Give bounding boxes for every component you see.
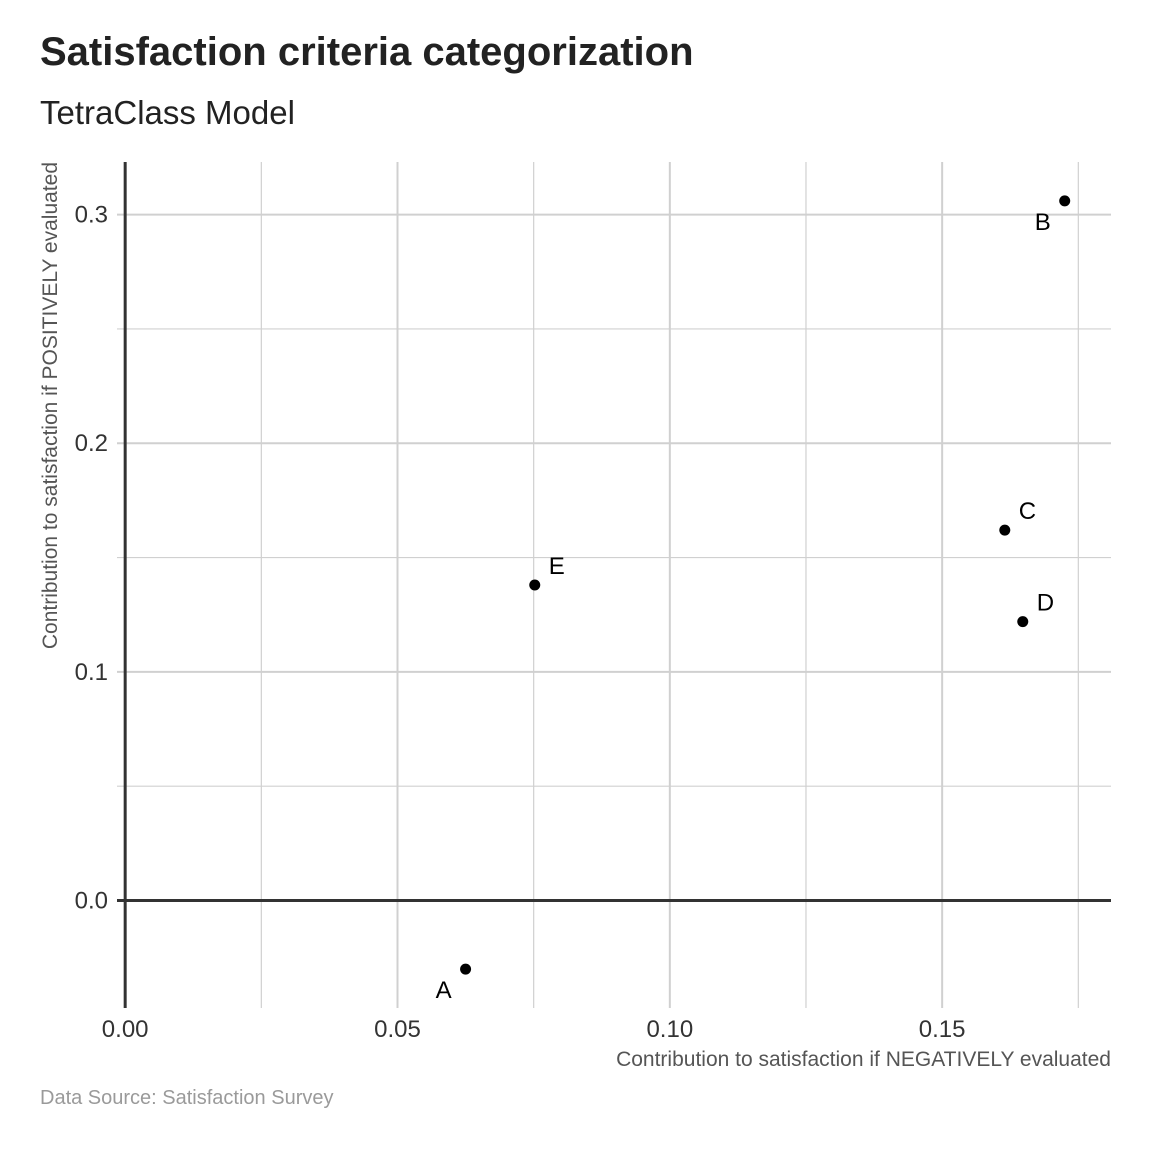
point-b xyxy=(1059,195,1071,207)
y-tick-label-3: 0.3 xyxy=(75,202,108,229)
x-tick-label-3: 0.15 xyxy=(919,1016,966,1043)
x-axis-tick-labels: 0.00 0.05 0.10 0.15 xyxy=(102,1016,966,1043)
point-label-d: D xyxy=(1037,590,1054,617)
point-d xyxy=(1017,616,1029,628)
point-c xyxy=(999,524,1011,536)
reference-lines xyxy=(117,162,1111,1008)
data-points: A B C D E xyxy=(436,195,1071,1004)
major-gridlines xyxy=(117,162,1111,1008)
point-e xyxy=(529,579,541,591)
x-tick-label-2: 0.10 xyxy=(646,1016,693,1043)
y-axis-title: Contribution to satisfaction if POSITIVE… xyxy=(39,162,62,649)
point-a xyxy=(460,963,472,975)
point-label-b: B xyxy=(1035,209,1051,236)
y-axis-tick-labels: 0.0 0.1 0.2 0.3 xyxy=(75,202,108,915)
minor-gridlines xyxy=(117,162,1111,1008)
y-tick-label-2: 0.2 xyxy=(75,430,108,457)
y-tick-label-1: 0.1 xyxy=(75,659,108,686)
point-label-a: A xyxy=(436,977,452,1004)
x-tick-label-1: 0.05 xyxy=(374,1016,421,1043)
point-label-e: E xyxy=(549,553,565,580)
data-source-caption: Data Source: Satisfaction Survey xyxy=(40,1087,334,1109)
x-tick-label-0: 0.00 xyxy=(102,1016,149,1043)
chart-title: Satisfaction criteria categorization xyxy=(40,30,694,74)
point-label-c: C xyxy=(1019,498,1036,525)
chart-subtitle: TetraClass Model xyxy=(40,94,295,131)
y-tick-label-0: 0.0 xyxy=(75,888,108,915)
x-axis-title: Contribution to satisfaction if NEGATIVE… xyxy=(616,1048,1111,1071)
